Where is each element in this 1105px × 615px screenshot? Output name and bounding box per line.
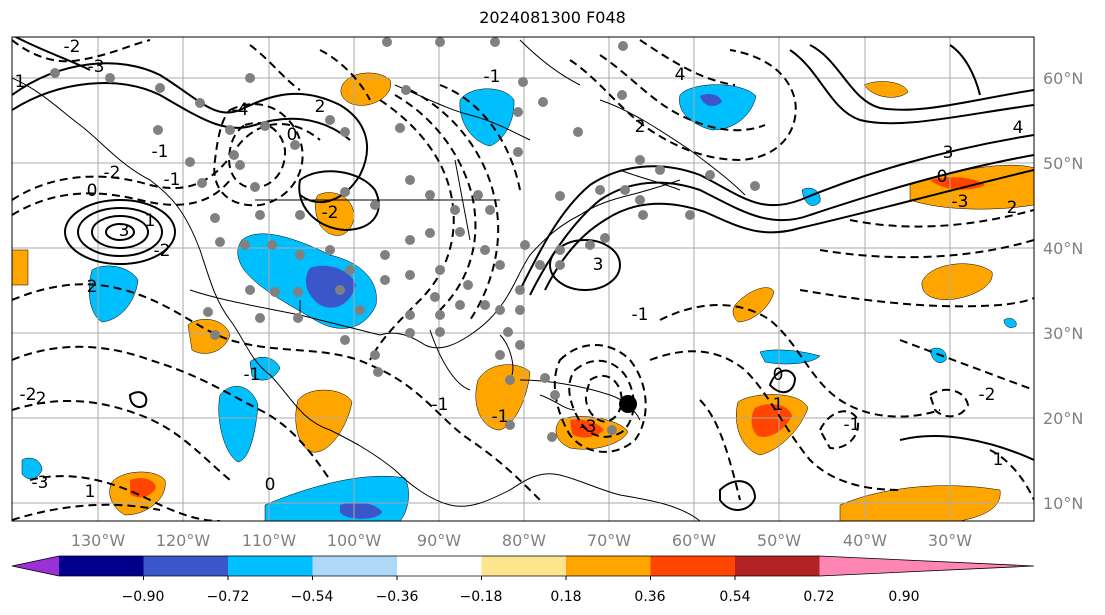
plot-title: 2024081300 F048 — [479, 8, 626, 27]
contour-label: -2 — [104, 163, 121, 183]
contour-label: 3 — [119, 221, 130, 241]
lon-label: 90°W — [417, 531, 461, 550]
lon-label: 80°W — [502, 531, 546, 550]
colorbar-tick-label: 0.90 — [888, 589, 919, 605]
contour-label: -3 — [32, 473, 49, 493]
contour-label: -4 — [232, 100, 249, 120]
lon-label: 100°W — [327, 531, 382, 550]
contour-label: 3 — [593, 255, 604, 275]
storm-center-marker — [619, 395, 637, 413]
contour-label: -2 — [322, 203, 339, 223]
contour-label: -2 — [64, 37, 81, 57]
contour-label: 0 — [773, 365, 784, 385]
colorbar-segment — [312, 556, 398, 576]
latitude-labels: 60°N 50°N 40°N 30°N 20°N 10°N — [1043, 69, 1083, 513]
colorbar-segment — [228, 556, 313, 576]
contour-label: 1 — [145, 211, 156, 231]
contour-label: 0 — [265, 475, 276, 495]
contour-label: -3 — [952, 192, 969, 212]
contour-label: 2 — [635, 117, 646, 137]
colorbar-tick-label: −0.90 — [122, 589, 165, 605]
contour-label: 0 — [937, 167, 948, 187]
colorbar-extend-high — [819, 556, 1034, 576]
contour-label: 1 — [85, 482, 96, 502]
colorbar-segment — [481, 556, 567, 576]
contour-label: 3 — [943, 143, 954, 163]
lat-label: 60°N — [1043, 69, 1083, 88]
colorbar-tick-label: 0.18 — [550, 589, 581, 605]
graticule — [12, 37, 1034, 521]
colorbar-segment — [735, 556, 820, 576]
colorbar-segment — [566, 556, 651, 576]
colorbar-tick-label: −0.72 — [207, 589, 250, 605]
colorbar-segment — [650, 556, 736, 576]
colorbar-tick-label: −0.18 — [460, 589, 503, 605]
colorbar-tick-label: 0.72 — [803, 589, 834, 605]
contour-label: 1 — [15, 72, 26, 92]
colorbar-tick-label: −0.36 — [376, 589, 419, 605]
lat-label: 40°N — [1043, 239, 1083, 258]
map-frame — [11, 36, 1035, 522]
lon-label: 40°W — [843, 531, 887, 550]
contour-label: -2 — [979, 385, 996, 405]
lon-label: 60°W — [672, 531, 716, 550]
contour-label: -3 — [580, 417, 597, 437]
lon-label: 50°W — [757, 531, 801, 550]
contour-label: 2 — [87, 277, 98, 297]
lat-label: 10°N — [1043, 494, 1083, 513]
contour-label: 2 — [315, 97, 326, 117]
contour-label: 0 — [87, 181, 98, 201]
contour-label: 1 — [993, 450, 1004, 470]
colorbar-segment — [143, 556, 229, 576]
map-background — [12, 37, 1034, 521]
negative-contours — [12, 39, 1034, 521]
contour-label: -1 — [632, 305, 649, 325]
contour-label: 4 — [1013, 118, 1024, 138]
lon-label: 130°W — [71, 531, 126, 550]
contour-label: -1 — [244, 365, 261, 385]
lon-label: 70°W — [587, 531, 631, 550]
contour-label: 0 — [287, 125, 298, 145]
contour-label: -3 — [88, 57, 105, 77]
contour-label: -2 — [30, 389, 47, 409]
contour-label: 4 — [675, 65, 686, 85]
colorbar-tick-labels: −0.90 −0.72 −0.54 −0.36 −0.18 0.18 0.36 … — [122, 589, 920, 605]
colorbar-segment — [397, 556, 482, 576]
station-dots — [50, 37, 760, 442]
longitude-labels: 130°W 120°W 110°W 100°W 90°W 80°W 70°W 6… — [71, 531, 972, 550]
contour-label: -1 — [492, 407, 509, 427]
contour-label: -2 — [154, 241, 171, 261]
colorbar — [11, 555, 1035, 580]
colorbar-segment — [59, 556, 144, 576]
colorbar-tick-label: 0.36 — [634, 589, 665, 605]
contour-label: -1 — [152, 142, 169, 162]
colorbar-tick-label: 0.54 — [719, 589, 750, 605]
contour-label: 1 — [773, 395, 784, 415]
lat-label: 30°N — [1043, 324, 1083, 343]
colorbar-extend-low — [12, 556, 59, 576]
colorbar-outline — [11, 555, 1035, 577]
lat-label: 20°N — [1043, 409, 1083, 428]
lon-label: 30°W — [928, 531, 972, 550]
contour-label: -1 — [164, 170, 181, 190]
colorbar-tick-label: −0.54 — [291, 589, 334, 605]
contour-label: -1 — [432, 395, 449, 415]
contour-labels: -2-3-20-123 1-1-4-20324-1-21-321-2-10-1-3… — [15, 37, 1024, 502]
lon-label: 110°W — [242, 531, 297, 550]
positive-contours — [12, 37, 1034, 511]
contour-label: -2 — [20, 385, 37, 405]
lat-label: 50°N — [1043, 154, 1083, 173]
contour-label: -1 — [844, 415, 861, 435]
contour-label: -1 — [484, 67, 501, 87]
lon-label: 120°W — [156, 531, 211, 550]
contour-label: 2 — [1007, 198, 1018, 218]
coastlines — [12, 39, 746, 521]
